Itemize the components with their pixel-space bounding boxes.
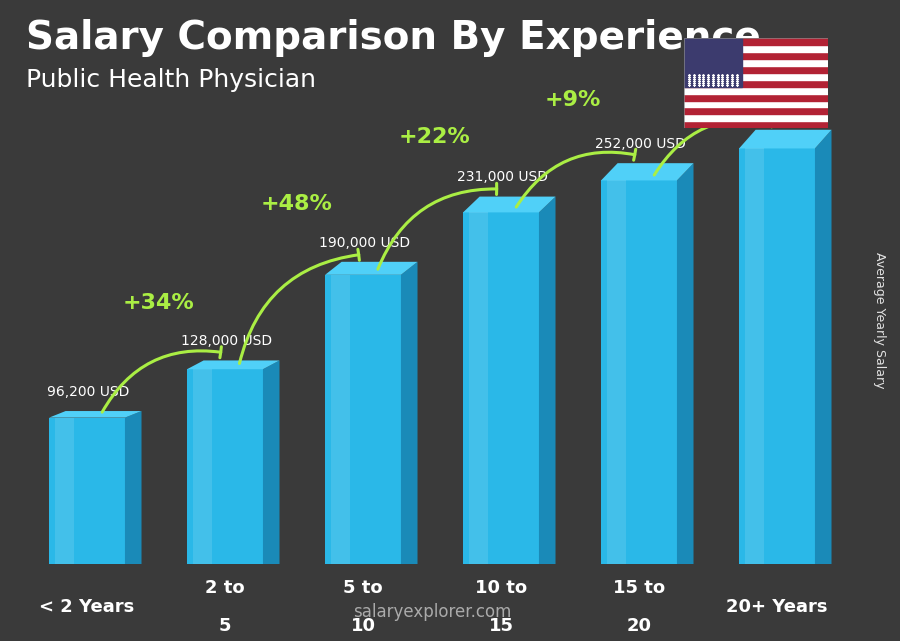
- Text: salaryexplorer.com: salaryexplorer.com: [353, 603, 511, 621]
- Polygon shape: [263, 360, 280, 564]
- Polygon shape: [607, 180, 625, 564]
- Polygon shape: [744, 149, 764, 564]
- Text: +22%: +22%: [399, 127, 471, 147]
- Bar: [684, 66, 828, 73]
- Polygon shape: [55, 418, 74, 564]
- Polygon shape: [187, 360, 280, 369]
- Polygon shape: [469, 212, 488, 564]
- Polygon shape: [539, 197, 555, 564]
- Text: 10: 10: [350, 617, 375, 635]
- Bar: [684, 80, 828, 87]
- Bar: [684, 38, 828, 46]
- Polygon shape: [601, 180, 677, 564]
- Text: < 2 Years: < 2 Years: [40, 597, 135, 615]
- Text: 5: 5: [219, 617, 231, 635]
- Bar: [684, 101, 828, 108]
- Text: 128,000 USD: 128,000 USD: [181, 334, 272, 348]
- Text: +48%: +48%: [261, 194, 333, 214]
- Text: 10 to: 10 to: [475, 579, 527, 597]
- Polygon shape: [463, 212, 539, 564]
- Bar: [684, 114, 828, 121]
- Polygon shape: [49, 418, 125, 564]
- Polygon shape: [401, 262, 418, 564]
- Bar: [684, 94, 828, 101]
- Text: +34%: +34%: [123, 293, 194, 313]
- Bar: [684, 46, 828, 53]
- Polygon shape: [325, 275, 401, 564]
- Bar: [684, 59, 828, 66]
- Polygon shape: [49, 411, 141, 418]
- Polygon shape: [601, 163, 694, 180]
- Text: 15 to: 15 to: [613, 579, 665, 597]
- Text: 20: 20: [626, 617, 652, 635]
- Text: 96,200 USD: 96,200 USD: [47, 385, 130, 399]
- Polygon shape: [677, 163, 694, 564]
- Text: Salary Comparison By Experience: Salary Comparison By Experience: [26, 19, 761, 58]
- Polygon shape: [739, 149, 815, 564]
- Text: 20+ Years: 20+ Years: [726, 597, 828, 615]
- Text: Average Yearly Salary: Average Yearly Salary: [873, 253, 886, 388]
- Text: 190,000 USD: 190,000 USD: [319, 236, 410, 249]
- Text: 15: 15: [489, 617, 514, 635]
- Polygon shape: [815, 129, 832, 564]
- Text: Public Health Physician: Public Health Physician: [26, 67, 316, 92]
- Text: 2 to: 2 to: [205, 579, 245, 597]
- Text: 5 to: 5 to: [343, 579, 382, 597]
- Bar: [684, 121, 828, 128]
- Polygon shape: [739, 129, 832, 149]
- Bar: [684, 73, 828, 80]
- Polygon shape: [125, 411, 141, 564]
- Polygon shape: [330, 275, 350, 564]
- Polygon shape: [187, 369, 263, 564]
- Bar: [684, 87, 828, 94]
- Text: +9%: +9%: [544, 90, 601, 110]
- Bar: [684, 53, 828, 59]
- Bar: [684, 38, 742, 87]
- Text: +8%: +8%: [682, 54, 739, 74]
- Polygon shape: [463, 197, 555, 212]
- Polygon shape: [193, 369, 212, 564]
- Bar: [684, 108, 828, 114]
- Text: 231,000 USD: 231,000 USD: [457, 171, 548, 185]
- Polygon shape: [325, 262, 418, 275]
- Text: 273,000 USD: 273,000 USD: [733, 104, 824, 117]
- Text: 252,000 USD: 252,000 USD: [595, 137, 686, 151]
